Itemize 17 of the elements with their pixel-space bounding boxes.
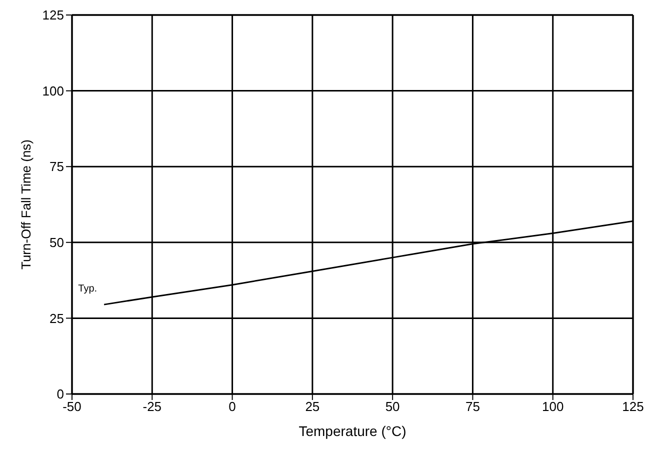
x-tick-label: 0 (228, 399, 236, 414)
annotation: Typ. (78, 284, 98, 295)
x-tick-label: -25 (142, 399, 162, 414)
x-tick-label: -50 (62, 399, 82, 414)
x-tick-label: 75 (465, 399, 480, 414)
y-tick-label: 125 (42, 8, 64, 23)
y-tick-label: 0 (56, 386, 64, 402)
y-tick-label: 25 (50, 310, 64, 326)
x-axis-title: Temperature (°C) (298, 422, 406, 439)
y-tick-label: 100 (42, 83, 64, 98)
y-tick-label: 75 (50, 159, 64, 174)
x-tick-label: 50 (385, 399, 400, 414)
x-tick-label: 25 (305, 399, 320, 414)
y-tick-label: 50 (50, 235, 64, 250)
y-axis-title: Turn-Off Fall Time (ns) (18, 139, 34, 270)
x-tick-label: 125 (622, 399, 644, 414)
x-tick-label: 100 (542, 399, 564, 414)
